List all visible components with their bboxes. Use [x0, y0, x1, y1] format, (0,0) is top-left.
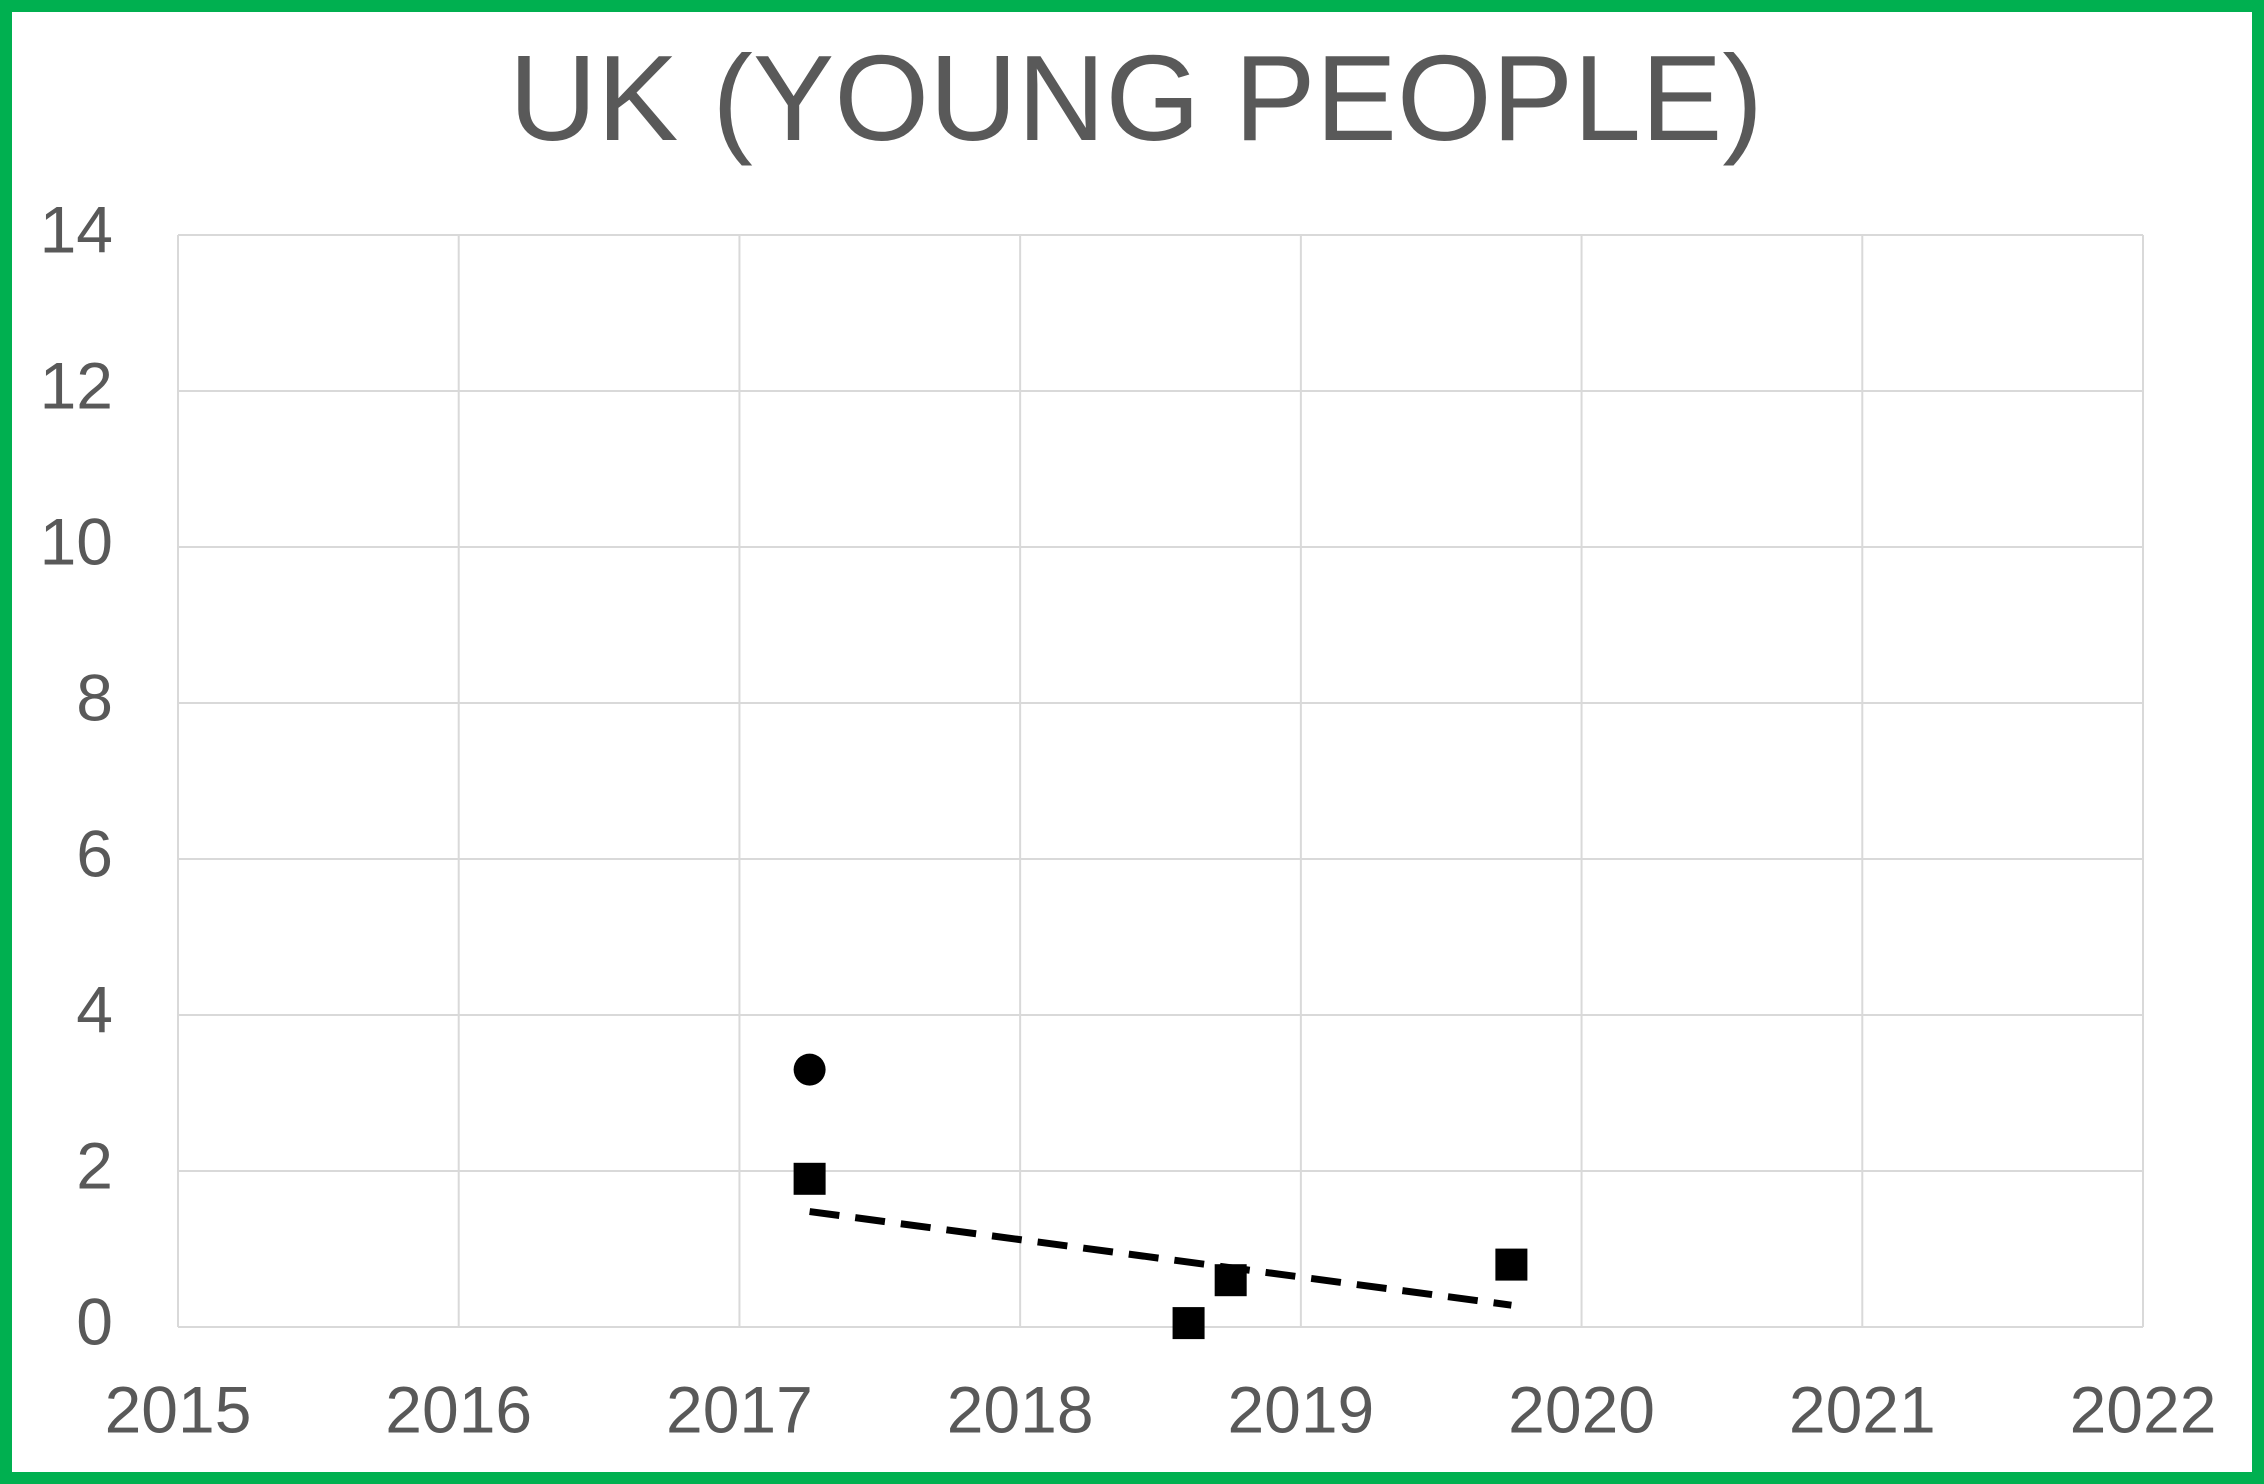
- point: [1172, 1307, 1205, 1340]
- y-tick-label: 0: [76, 1284, 113, 1358]
- y-tick-label: 12: [40, 348, 113, 422]
- x-tick-label: 2019: [1227, 1372, 1374, 1446]
- point: [793, 1162, 826, 1195]
- y-tick-label: 8: [76, 660, 113, 734]
- x-tick-label: 2018: [947, 1372, 1094, 1446]
- y-tick-label: 6: [76, 816, 113, 890]
- x-tick-label: 2021: [1789, 1372, 1936, 1446]
- y-tick-label: 14: [40, 192, 113, 266]
- x-tick-label: 2022: [2070, 1372, 2217, 1446]
- y-tick-label: 10: [40, 504, 113, 578]
- trendline: [809, 1208, 1512, 1309]
- point: [793, 1053, 826, 1086]
- x-tick-label: 2015: [105, 1372, 252, 1446]
- y-tick-label: 4: [76, 972, 113, 1046]
- x-tick-label: 2017: [666, 1372, 813, 1446]
- chart-title: UK (YOUNG PEOPLE): [509, 30, 1763, 166]
- point: [1214, 1264, 1247, 1297]
- y-tick-label: 2: [76, 1128, 113, 1202]
- x-tick-label: 2020: [1508, 1372, 1655, 1446]
- x-tick-label: 2016: [385, 1372, 532, 1446]
- point: [1495, 1248, 1528, 1281]
